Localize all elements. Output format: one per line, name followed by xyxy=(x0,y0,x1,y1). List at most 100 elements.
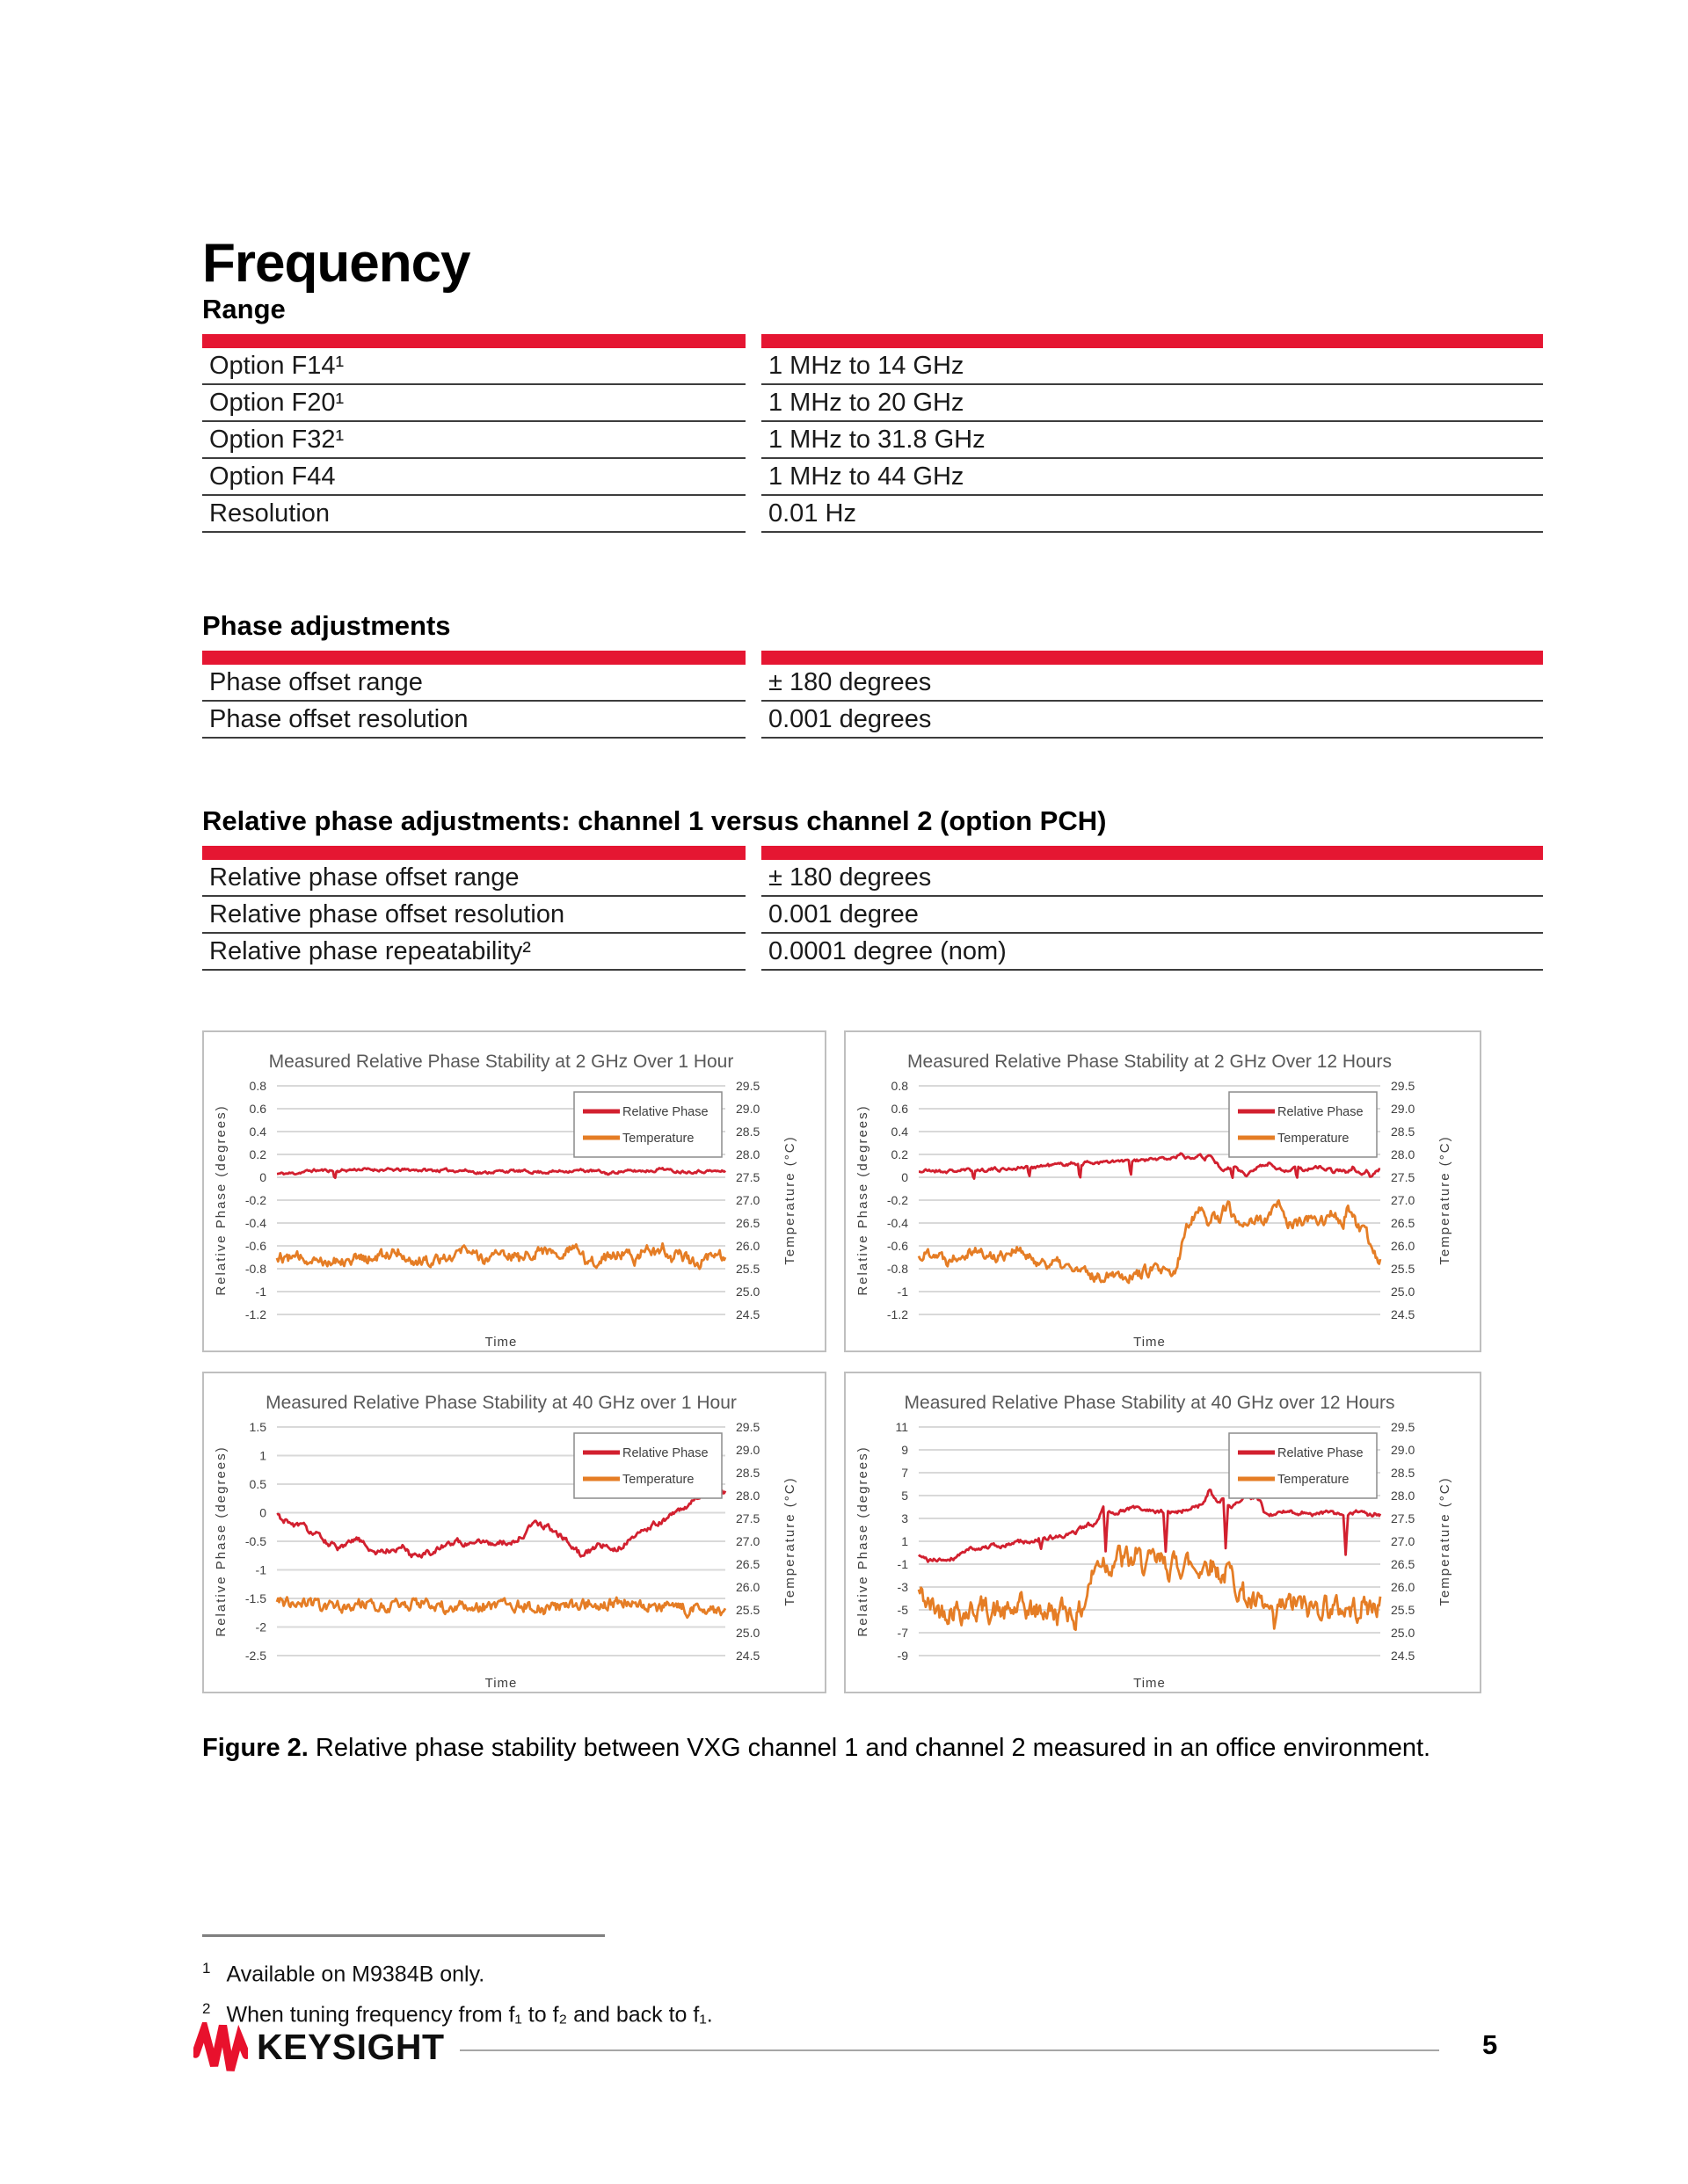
right-axis-label: Temperature (°C) xyxy=(1437,1476,1452,1605)
right-tick-label: 29.5 xyxy=(1391,1420,1415,1434)
series-temperature xyxy=(275,1596,727,1620)
chart-canvas: 0.8 0.6 0.4 0.2 0 -0.2 -0.4 -0.6 -0.8 -1 -1.2 29.5 2… xyxy=(214,1052,797,1350)
left-tick-label: -2 xyxy=(256,1620,267,1634)
right-tick-label: 26.5 xyxy=(736,1557,760,1571)
right-tick-label: 26.0 xyxy=(736,1239,760,1253)
right-tick-label: 28.0 xyxy=(736,1147,760,1161)
table-row: Relative phase repeatability² 0.0001 degr… xyxy=(202,934,1543,971)
right-tick-label: 24.5 xyxy=(1391,1307,1415,1321)
legend-box xyxy=(573,1091,723,1158)
row-value: 1 MHz to 20 GHz xyxy=(761,385,1543,422)
left-tick-label: 3 xyxy=(901,1511,908,1525)
chart-title: Measured Relative Phase Stability at 40 … xyxy=(905,1393,1395,1413)
left-tick-label: 5 xyxy=(901,1489,908,1503)
left-tick-label: -0.2 xyxy=(245,1193,266,1207)
row-label: Resolution xyxy=(202,496,746,533)
left-tick-label: 0 xyxy=(259,1506,266,1520)
left-tick-label: -1 xyxy=(898,1557,909,1571)
left-tick-label: 0 xyxy=(259,1170,266,1184)
left-tick-label: 0.8 xyxy=(250,1079,267,1093)
row-label: Option F44 xyxy=(202,459,746,496)
figure-caption-text: Relative phase stability between VXG cha… xyxy=(308,1734,1431,1762)
right-tick-label: 27.5 xyxy=(1391,1511,1415,1525)
legend-box xyxy=(1228,1091,1378,1158)
right-tick-label: 27.0 xyxy=(1391,1534,1415,1548)
left-tick-label: -9 xyxy=(898,1649,909,1663)
right-tick-label: 25.5 xyxy=(736,1603,760,1617)
right-tick-label: 27.5 xyxy=(736,1511,760,1525)
footnote-marker: 2 xyxy=(202,2000,211,2018)
chart-2ghz-12hours: 0.8 0.6 0.4 0.2 0 -0.2 -0.4 -0.6 -0.8 -1 -1.2 29.5 2… xyxy=(844,1030,1481,1352)
left-tick-label: -0.8 xyxy=(245,1262,266,1276)
left-tick-label: -7 xyxy=(898,1626,909,1640)
x-axis-label: Time xyxy=(485,1335,518,1350)
left-tick-label: -0.4 xyxy=(245,1216,266,1230)
left-tick-label: -3 xyxy=(898,1580,909,1594)
right-tick-label: 26.5 xyxy=(1391,1557,1415,1571)
footnote-separator xyxy=(202,1934,605,1937)
right-tick-label: 24.5 xyxy=(1391,1649,1415,1663)
right-tick-label: 25.0 xyxy=(736,1285,760,1299)
right-tick-label: 28.0 xyxy=(736,1489,760,1503)
right-tick-label: 29.5 xyxy=(736,1079,760,1093)
right-tick-label: 26.0 xyxy=(1391,1239,1415,1253)
row-label: Relative phase offset range xyxy=(202,860,746,897)
left-tick-label: -0.2 xyxy=(887,1193,908,1207)
left-tick-label: -0.5 xyxy=(245,1534,266,1548)
table-row: Relative phase offset resolution 0.001 de… xyxy=(202,897,1543,934)
right-tick-label: 24.5 xyxy=(736,1649,760,1663)
chart-canvas: 0.8 0.6 0.4 0.2 0 -0.2 -0.4 -0.6 -0.8 -1 -1.2 29.5 2… xyxy=(855,1052,1452,1350)
right-tick-label: 29.5 xyxy=(736,1420,760,1434)
chart-title: Measured Relative Phase Stability at 2 G… xyxy=(907,1052,1392,1072)
table-row: Option F14¹ 1 MHz to 14 GHz xyxy=(202,348,1543,385)
left-tick-label: -1 xyxy=(256,1285,267,1299)
left-axis-label: Relative Phase (degrees) xyxy=(214,1445,229,1636)
row-label: Option F14¹ xyxy=(202,348,746,385)
row-label: Relative phase repeatability² xyxy=(202,934,746,971)
right-tick-label: 29.0 xyxy=(1391,1443,1415,1457)
legend-label: Relative Phase xyxy=(622,1446,709,1460)
left-tick-label: 11 xyxy=(895,1420,908,1434)
row-label: Option F20¹ xyxy=(202,385,746,422)
chart-title: Measured Relative Phase Stability at 40 … xyxy=(266,1393,737,1413)
left-tick-label: 0 xyxy=(901,1170,908,1184)
left-tick-label: -5 xyxy=(898,1603,909,1617)
footer-rule xyxy=(460,2049,1439,2051)
right-tick-label: 24.5 xyxy=(736,1307,760,1321)
legend-label: Relative Phase xyxy=(622,1105,709,1119)
page-number: 5 xyxy=(1482,2029,1498,2060)
left-tick-label: -0.6 xyxy=(887,1239,908,1253)
row-label: Phase offset resolution xyxy=(202,702,746,739)
left-tick-label: 1 xyxy=(901,1534,908,1548)
row-value: 1 MHz to 44 GHz xyxy=(761,459,1543,496)
chart-canvas: 11 9 7 5 3 1 -1 -3 -5 -7 -9 29.5 29.0 28.5 28.0 27.5 27.… xyxy=(855,1393,1452,1691)
right-tick-label: 29.0 xyxy=(736,1102,760,1116)
right-tick-label: 27.0 xyxy=(736,1193,760,1207)
chart-2ghz-1hour: 0.8 0.6 0.4 0.2 0 -0.2 -0.4 -0.6 -0.8 -1 -1.2 29.5 2… xyxy=(202,1030,826,1352)
right-tick-label: 25.0 xyxy=(1391,1285,1415,1299)
x-axis-label: Time xyxy=(485,1676,518,1691)
x-axis-label: Time xyxy=(1133,1335,1166,1350)
right-axis-label: Temperature (°C) xyxy=(782,1476,797,1605)
right-tick-label: 29.0 xyxy=(736,1443,760,1457)
right-tick-label: 29.5 xyxy=(1391,1079,1415,1093)
footnote: 2 When tuning frequency from f₁ to f₂ and… xyxy=(202,1994,713,2029)
row-value: 0.001 degree xyxy=(761,897,1543,934)
section-relative-phase-adjustments: Relative phase adjustments: channel 1 ve… xyxy=(202,805,1543,971)
figure-caption: Figure 2. Relative phase stability betwe… xyxy=(202,1734,1430,1763)
right-tick-label: 25.0 xyxy=(736,1626,760,1640)
left-tick-label: 9 xyxy=(901,1443,908,1457)
right-tick-label: 29.0 xyxy=(1391,1102,1415,1116)
row-value: 0.0001 degree (nom) xyxy=(761,934,1543,971)
left-tick-label: 0.8 xyxy=(891,1079,909,1093)
left-tick-label: -1.2 xyxy=(245,1307,266,1321)
section-phase-adjustments: Phase adjustments Phase offset range ± 18… xyxy=(202,610,1543,739)
spec-table: Relative phase offset range ± 180 degrees… xyxy=(202,860,1543,971)
right-tick-label: 28.5 xyxy=(1391,1125,1415,1139)
row-label: Relative phase offset resolution xyxy=(202,897,746,934)
left-tick-label: 0.6 xyxy=(891,1102,909,1116)
series-temperature xyxy=(917,1198,1382,1285)
table-row: Phase offset range ± 180 degrees xyxy=(202,665,1543,702)
row-value: ± 180 degrees xyxy=(761,860,1543,897)
footnotes: 1 Available on M9384B only. 2 When tuning f… xyxy=(202,1954,713,2035)
